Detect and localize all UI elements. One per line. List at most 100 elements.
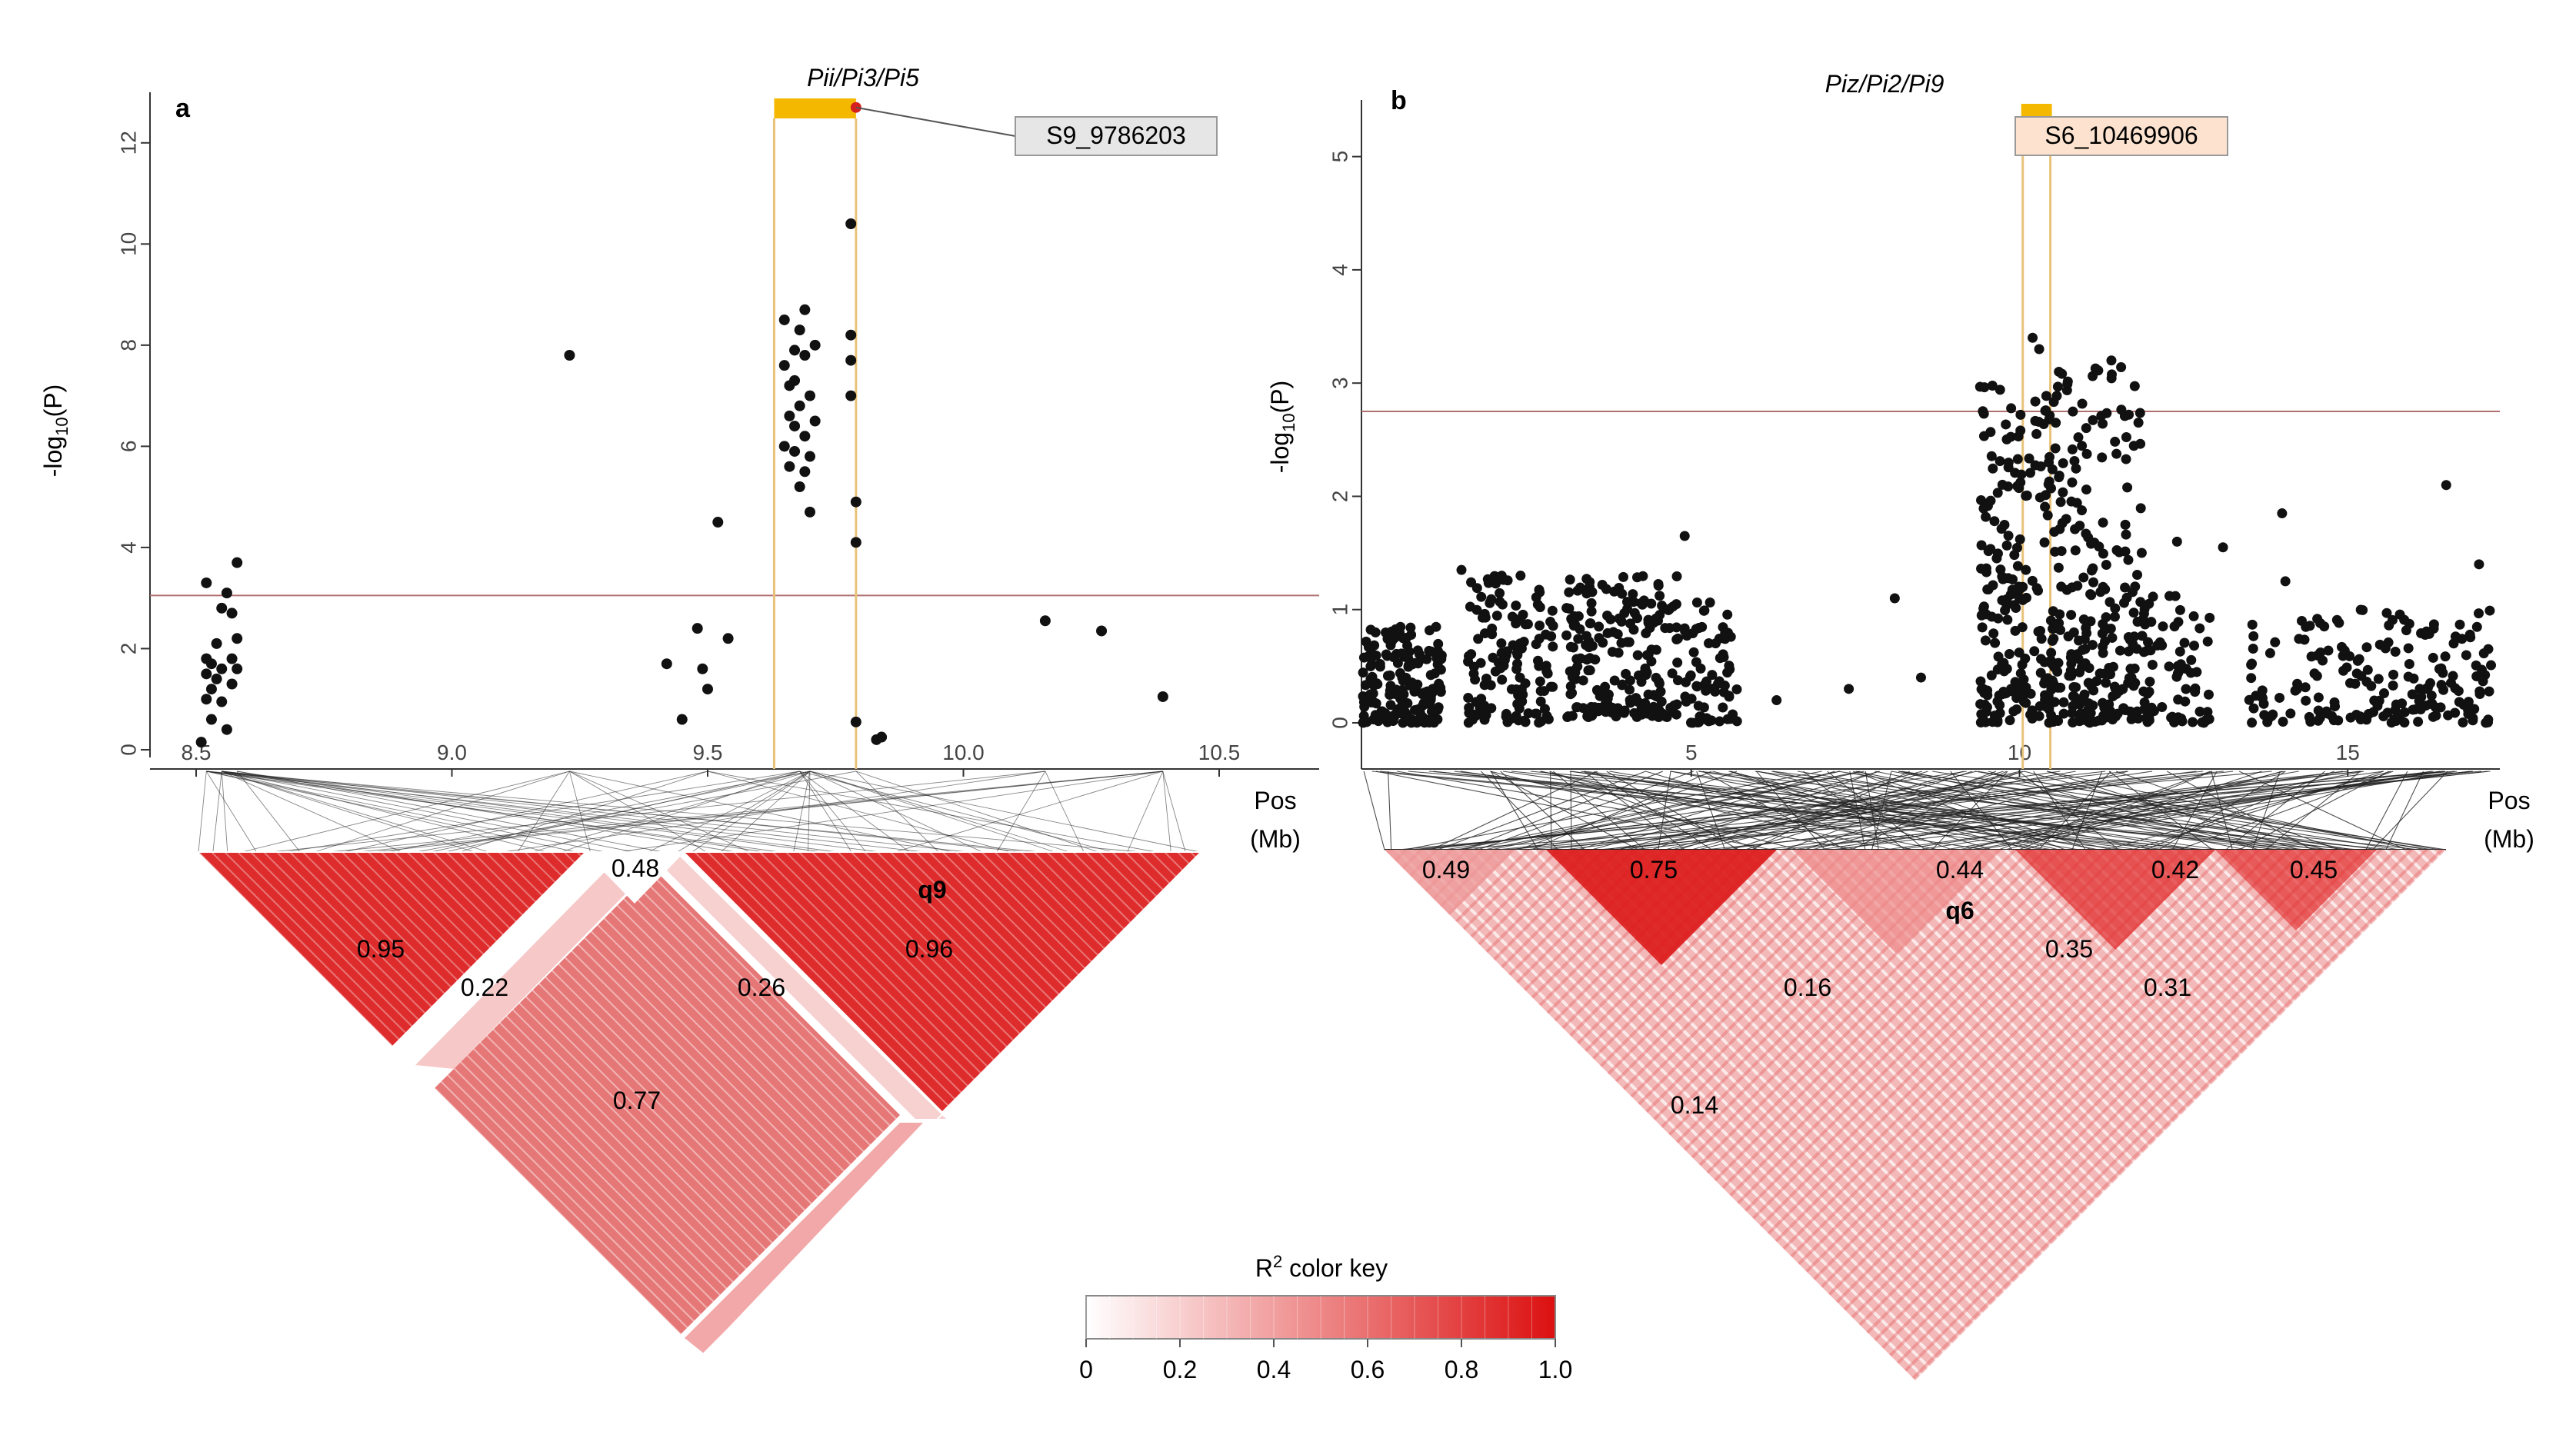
- b-point: [1671, 699, 1682, 710]
- b-point: [2050, 443, 2061, 454]
- a-fan-line: [517, 771, 570, 853]
- b-point: [1594, 621, 1605, 632]
- color-key-tick-label: 0.8: [1445, 1356, 1478, 1383]
- b-point: [2403, 671, 2414, 682]
- b-point: [1616, 637, 1627, 648]
- b-point: [2051, 418, 2061, 428]
- panel-a-ld-outline: [194, 851, 1206, 1359]
- b-point: [2067, 444, 2078, 454]
- a-fan-line: [1127, 771, 1164, 853]
- b-point: [1397, 697, 1408, 707]
- b-point: [2036, 634, 2047, 644]
- ld-label: 0.77: [613, 1087, 661, 1114]
- b-xtick-label: 5: [1685, 741, 1698, 764]
- b-fan-line: [2225, 771, 2325, 850]
- a-fan-line: [677, 771, 811, 853]
- b-point: [2203, 689, 2214, 700]
- a-point: [845, 390, 857, 401]
- color-key-ticks: 0 0.2 0.4 0.6 0.8 1.0: [1079, 1296, 1572, 1383]
- a-fan-line: [561, 771, 800, 853]
- b-point: [1600, 681, 1611, 692]
- b-point: [1586, 598, 1597, 608]
- ld-label: 0.44: [1936, 856, 1984, 884]
- b-point: [1628, 624, 1639, 635]
- a-fan-line: [855, 771, 939, 853]
- b-point: [1978, 601, 1989, 612]
- b-fan-line: [1375, 771, 1772, 850]
- b-point: [2154, 637, 2165, 647]
- a-point: [789, 445, 801, 457]
- a-point: [211, 673, 222, 684]
- b-point: [2218, 542, 2228, 553]
- b-point: [2474, 559, 2484, 570]
- b-point: [2081, 484, 2091, 495]
- ld-label: 0.96: [905, 935, 953, 963]
- b-point: [2074, 667, 2085, 677]
- b-fan-line: [1670, 771, 2219, 850]
- b-point: [1631, 572, 1642, 583]
- b-point: [2259, 710, 2270, 721]
- b-point: [1412, 645, 1423, 656]
- b-point: [2078, 614, 2089, 624]
- b-point: [1658, 710, 1669, 721]
- b-point: [2468, 715, 2478, 726]
- b-point: [1663, 604, 1674, 615]
- b-point: [1889, 593, 1900, 604]
- b-point: [2362, 664, 2373, 675]
- a-point: [794, 400, 805, 411]
- b-point: [1411, 717, 1422, 728]
- b-point: [2088, 414, 2098, 425]
- b-point: [1705, 597, 1715, 607]
- b-fan-line: [1698, 771, 2199, 850]
- b-point: [1586, 711, 1597, 721]
- b-point: [1643, 614, 1654, 625]
- b-fan-line: [2047, 771, 2300, 850]
- color-key-tick-label: 1.0: [1538, 1356, 1572, 1383]
- panel-b-ylabel-sub: 10: [1279, 413, 1298, 431]
- b-point: [1699, 605, 1710, 616]
- b-point: [1385, 670, 1395, 681]
- color-key-tick-label: 0.2: [1163, 1356, 1197, 1383]
- panel-a-lead-snp-box: [1015, 116, 1218, 156]
- a-point: [201, 694, 212, 705]
- a-point: [799, 304, 811, 315]
- b-point: [1470, 674, 1481, 685]
- b-ytick-label: 1: [1328, 604, 1351, 616]
- b-point: [1518, 715, 1529, 726]
- a-xtick-label: 9.0: [437, 741, 467, 764]
- b-point: [2034, 344, 2044, 355]
- b-fan-line: [1511, 771, 2306, 850]
- b-point: [1986, 451, 1997, 461]
- b-point: [1671, 571, 1682, 581]
- b-point: [2077, 505, 2088, 516]
- b-point: [2067, 477, 2078, 488]
- b-point: [2458, 717, 2468, 728]
- b-point: [2001, 419, 2011, 430]
- b-fan-line: [1460, 771, 1986, 850]
- b-point: [2090, 717, 2101, 727]
- a-fan-line: [569, 771, 591, 853]
- b-fan-line: [1978, 771, 2458, 850]
- b-point: [1366, 659, 1377, 670]
- b-point: [1628, 589, 1638, 600]
- b-point: [2440, 651, 2451, 662]
- b-point: [2094, 668, 2105, 679]
- b-point: [1976, 494, 1987, 505]
- b-point: [2014, 534, 2025, 544]
- panel-a-y-ticks: 0 2 4 6 8 10 12: [116, 131, 150, 756]
- color-key-tick-label: 0.6: [1351, 1356, 1385, 1383]
- b-point: [2068, 406, 2078, 417]
- ld-label: 0.26: [738, 974, 785, 1001]
- b-point: [1979, 382, 1990, 393]
- b-point: [1466, 649, 1477, 660]
- panel-b-ld-block-3: [2215, 850, 2377, 930]
- a-fan-line: [809, 771, 1070, 853]
- b-point: [2090, 363, 2101, 374]
- a-fan-line: [222, 771, 489, 853]
- b-point: [2016, 469, 2027, 480]
- b-point: [2144, 676, 2155, 687]
- b-fan-line: [1751, 771, 1911, 850]
- b-point: [2041, 391, 2051, 401]
- a-fan-line: [1162, 771, 1171, 853]
- b-point: [1535, 676, 1545, 687]
